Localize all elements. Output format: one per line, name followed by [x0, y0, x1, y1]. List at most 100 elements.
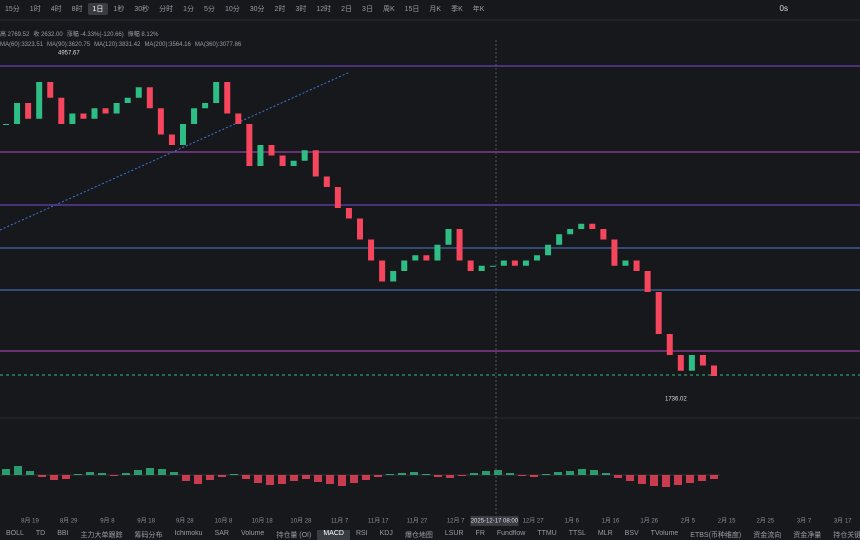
interval-button[interactable]: 2日: [341, 6, 353, 13]
macd-bar: [14, 466, 22, 475]
interval-button[interactable]: 1时: [29, 6, 41, 13]
interval-button[interactable]: 2时: [274, 6, 286, 13]
candle: [135, 87, 142, 98]
date-label: 2月 5: [681, 518, 696, 525]
indicator-tab[interactable]: ETBS(币种维度): [690, 532, 742, 539]
macd-bar: [2, 469, 10, 475]
macd-bar: [410, 472, 418, 475]
ma-value: MA(200):3564.16: [144, 42, 191, 48]
macd-bar: [314, 475, 322, 482]
macd-bar: [194, 475, 202, 484]
indicator-tab[interactable]: RSI: [355, 530, 368, 537]
indicator-tab[interactable]: FR: [475, 530, 485, 537]
date-label: 10月 28: [290, 518, 312, 525]
macd-bar: [182, 475, 190, 481]
candle: [168, 134, 175, 145]
macd-bar: [146, 468, 154, 475]
interval-button[interactable]: 30秒: [134, 6, 150, 13]
indicator-tab[interactable]: Fundflow: [496, 530, 526, 537]
indicator-tab[interactable]: BOLL: [6, 530, 24, 537]
macd-bar: [470, 473, 478, 475]
interval-button[interactable]: 10分: [224, 6, 240, 13]
indicator-tab[interactable]: MACD: [317, 530, 350, 540]
indicator-tab[interactable]: 资金净量: [793, 532, 822, 539]
indicator-tab[interactable]: MLR: [597, 530, 613, 537]
indicator-tab[interactable]: SAR: [214, 530, 229, 537]
date-label: 9月 18: [137, 518, 155, 525]
indicator-tab[interactable]: BBI: [57, 530, 69, 537]
interval-button[interactable]: 月K: [429, 6, 442, 13]
candle: [301, 150, 308, 161]
macd-bar: [590, 470, 598, 475]
indicator-tab[interactable]: BSV: [624, 530, 639, 537]
interval-button[interactable]: 年K: [472, 6, 485, 13]
macd-bar: [122, 473, 130, 475]
candle: [124, 97, 131, 103]
candle: [14, 103, 21, 124]
candle: [290, 160, 297, 166]
indicator-tab[interactable]: 持仓量 (OI): [276, 532, 312, 539]
interval-button[interactable]: 15日: [404, 6, 420, 13]
candle: [357, 218, 363, 240]
macd-bar: [566, 471, 574, 475]
candle: [456, 229, 463, 261]
candle: [666, 334, 673, 355]
indicator-tab[interactable]: 资金流向: [753, 532, 782, 539]
macd-bar: [434, 475, 442, 477]
interval-button[interactable]: 1分: [183, 6, 195, 13]
candle: [556, 234, 563, 245]
interval-button[interactable]: 30分: [249, 6, 265, 13]
interval-button[interactable]: 1秒: [113, 6, 125, 13]
macd-bar: [26, 471, 34, 475]
interval-button[interactable]: 周K: [382, 6, 395, 13]
macd-bar: [482, 471, 490, 475]
ma-value: MA(360):3077.86: [194, 42, 242, 48]
interval-button[interactable]: 5分: [204, 6, 215, 13]
interval-button[interactable]: 15分: [5, 6, 20, 13]
indicator-tab[interactable]: 持仓关键: [833, 532, 860, 539]
interval-button[interactable]: 1日: [87, 3, 109, 15]
indicator-tab[interactable]: 爆仓地图: [404, 532, 433, 539]
indicator-tab[interactable]: TTMU: [537, 530, 557, 537]
candle: [191, 108, 198, 124]
interval-button[interactable]: 3日: [362, 6, 373, 13]
ohlc-value: 涨幅 -4.33%(-120.66): [66, 32, 124, 38]
candle: [633, 260, 640, 271]
indicator-tab[interactable]: Ichimoku: [174, 530, 203, 537]
macd-bar: [74, 474, 82, 475]
date-label: 10月 8: [215, 518, 233, 525]
interval-button[interactable]: 3时: [295, 6, 307, 13]
macd-bar: [674, 475, 682, 485]
macd-bar: [542, 474, 550, 475]
ma-value: MA(90):3620.75: [47, 42, 91, 48]
high-label: 4957.67: [58, 51, 80, 57]
macd-bar: [626, 475, 634, 481]
indicator-tab[interactable]: TD: [35, 530, 46, 537]
indicator-tab[interactable]: TTSL: [568, 530, 586, 537]
date-label: 3月 7: [797, 518, 812, 525]
interval-button[interactable]: 12时: [316, 6, 332, 13]
indicator-tab[interactable]: 主力大单跟踪: [80, 532, 123, 539]
macd-bar: [638, 475, 646, 484]
macd-bar: [350, 475, 358, 483]
interval-button[interactable]: 4时: [50, 6, 62, 13]
macd-bar: [506, 473, 514, 475]
indicator-tab[interactable]: LSUR: [444, 530, 464, 537]
date-label: 1月 6: [565, 518, 580, 525]
info: 高 2769.52 收 2632.00 涨幅 -4.33%(-120.66) 振幅 8…: [0, 30, 245, 50]
interval-button[interactable]: 分时: [159, 6, 174, 13]
date-label: 10月 18: [252, 518, 274, 525]
interval-button[interactable]: 季K: [451, 6, 463, 13]
date-label: 2025-12-17 08:00: [471, 519, 519, 525]
candle: [622, 260, 629, 266]
interval-button[interactable]: 8时: [71, 6, 83, 13]
macd-bar: [110, 475, 118, 476]
indicator-tab[interactable]: TVolume: [650, 530, 679, 537]
indicator-tab[interactable]: 筹码分布: [134, 532, 163, 539]
indicator-tab[interactable]: KDJ: [379, 530, 393, 537]
date-label: 12月 27: [523, 518, 545, 525]
macd-bar: [374, 475, 382, 477]
ma-line: MA(60):3323.51 MA(90):3620.75 MA(120):3831…: [0, 40, 245, 50]
indicator-tab[interactable]: Volume: [240, 530, 265, 537]
